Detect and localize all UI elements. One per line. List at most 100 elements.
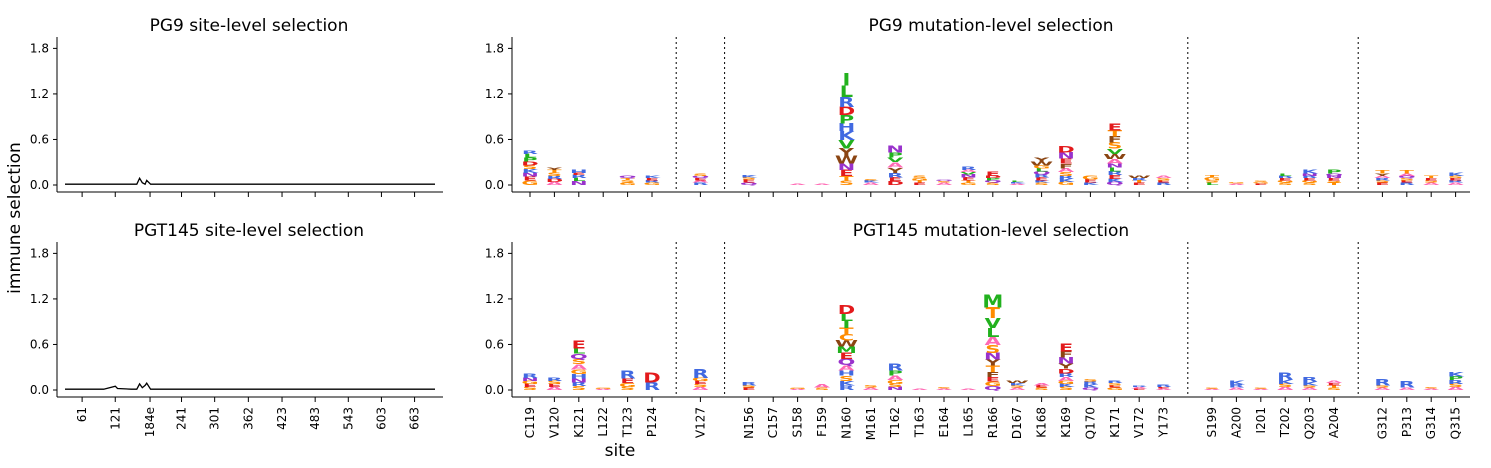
logo-letter: A: [887, 161, 904, 170]
logo-letter: T: [620, 178, 635, 182]
x-tick-label: T123: [621, 407, 635, 438]
logo-letter: I: [842, 71, 850, 90]
logo-letter: A: [1399, 387, 1416, 391]
logo-letter: Y: [1057, 362, 1074, 371]
x-tick-label: L122: [596, 407, 610, 437]
logo-letter: D: [886, 180, 903, 186]
logo-letter: R: [1058, 175, 1075, 180]
logo-letter: S: [522, 164, 537, 170]
logo-letter: V: [887, 157, 903, 164]
y-tick-label: 1.8: [30, 246, 49, 260]
logo-letter: T: [1108, 129, 1122, 139]
x-tick-label: 663: [408, 407, 422, 430]
selection-line: [65, 176, 435, 186]
logo-letter: D: [643, 371, 660, 386]
logo-letter: L: [572, 177, 586, 182]
logo-letter: S: [936, 387, 951, 390]
logo-letter: D: [838, 303, 855, 318]
logo-letter: K: [1277, 378, 1295, 385]
logo-letter: G: [960, 182, 977, 186]
logo-letter: S: [1083, 379, 1098, 383]
logo-letter: G: [643, 182, 660, 186]
logo-letter: A: [960, 169, 977, 173]
logo-letter: R: [620, 369, 636, 381]
logo-letter: S: [814, 387, 829, 391]
logo-letter: A: [692, 180, 709, 184]
logo-letter: E: [645, 178, 659, 182]
logo-letter: N: [521, 377, 539, 382]
logo-letter: N: [1301, 173, 1319, 177]
logo-letter: G: [1082, 175, 1099, 181]
y-tick-label: 0.6: [485, 132, 504, 146]
x-tick-label: P124: [645, 407, 659, 437]
logo-letter: N: [886, 144, 904, 155]
logo-letter: R: [1131, 178, 1148, 182]
logo-letter: S: [522, 386, 537, 391]
logo-letter: E: [1302, 178, 1316, 182]
logo-letter: A: [1228, 183, 1245, 186]
logo-letter: L: [1205, 182, 1219, 186]
logo-letter: R: [1034, 174, 1051, 179]
logo-letter: K: [1033, 180, 1051, 184]
logo-letter: R: [1448, 379, 1464, 385]
logo-letter: R: [741, 382, 758, 387]
logo-letter: S: [741, 177, 756, 181]
logo-letter: N: [1057, 151, 1075, 161]
logo-letter: E: [986, 170, 1000, 177]
x-tick-label: D167: [1010, 407, 1024, 439]
x-tick-label: S199: [1205, 407, 1219, 438]
logo-letter: T: [961, 180, 976, 184]
logo-letter: S: [1058, 171, 1073, 177]
logo-letter: D: [521, 160, 538, 166]
logo-letter: K: [1009, 182, 1026, 185]
logo-letter: K: [1082, 384, 1100, 389]
logo-letter: R: [887, 172, 903, 179]
logo-letter: G: [887, 379, 904, 385]
logo-letter: P: [1448, 375, 1463, 381]
logo-letter: K: [1058, 178, 1076, 183]
logo-letter: S: [985, 182, 1000, 186]
logo-letter: A: [1155, 388, 1172, 391]
logo-letter: T: [1375, 170, 1390, 175]
logo-letter: E: [1156, 387, 1170, 390]
logo-letter: S: [1424, 387, 1439, 390]
logo-letter: A: [1399, 173, 1416, 177]
x-tick-label: E164: [937, 407, 951, 438]
x-tick-label: I201: [1254, 407, 1268, 433]
panel-title: PGT145 site-level selection: [134, 221, 364, 241]
x-tick-label: T163: [913, 407, 927, 438]
logo-letter: S: [693, 383, 708, 388]
logo-letter: N: [570, 180, 588, 186]
logo-letter: E: [1375, 182, 1389, 186]
x-tick-label: T202: [1278, 407, 1292, 438]
logo-letter: L: [1035, 167, 1049, 172]
logo-letter: P: [522, 157, 537, 163]
logo-letter: Y: [838, 147, 856, 159]
x-tick-label: Q315: [1449, 407, 1463, 439]
logo-letter: A: [1155, 175, 1172, 179]
logo-letter: L: [840, 83, 854, 101]
logo-letter: K: [1301, 169, 1319, 175]
logo-letter: S: [1326, 387, 1341, 391]
logo-letter: A: [1277, 386, 1294, 391]
logo-letter: I: [842, 319, 850, 330]
logo-letter: R: [1374, 378, 1390, 388]
logo-letter: R: [1399, 182, 1416, 186]
logo-letter: R: [1399, 380, 1415, 390]
logo-letter: E: [1254, 183, 1268, 186]
logo-letter: S: [1034, 182, 1049, 186]
logo-letter: R: [838, 95, 855, 110]
logo-letter: A: [1301, 387, 1318, 391]
logo-letter: T: [986, 305, 1001, 322]
logo-letter: Q: [691, 175, 709, 179]
logo-letter: R: [571, 174, 588, 179]
logo-letter: Y: [984, 358, 1001, 368]
logo-letter: A: [1009, 183, 1026, 186]
logo-letter: A: [789, 184, 806, 186]
logo-letter: A: [911, 389, 928, 391]
logo-letter: G: [1252, 182, 1269, 185]
x-tick-label: S158: [791, 407, 805, 438]
x-tick-label: V120: [547, 407, 561, 438]
logo-letter: S: [985, 343, 1000, 355]
logo-letter: D: [546, 178, 563, 183]
